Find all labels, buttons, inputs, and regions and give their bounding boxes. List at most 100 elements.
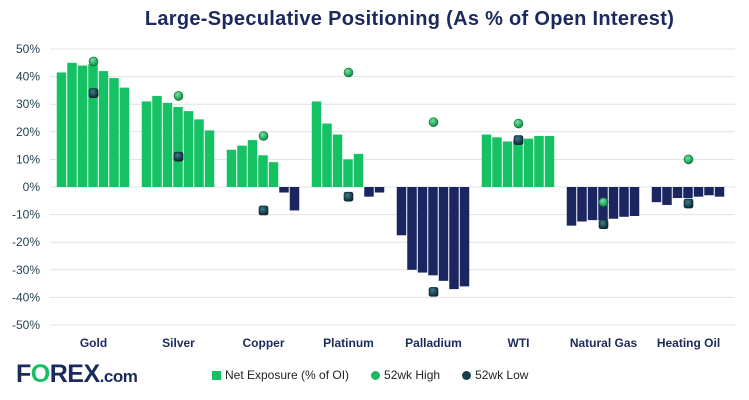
bar (226, 149, 237, 187)
bar (714, 187, 725, 197)
bar (481, 134, 492, 187)
marker-52wk-high (173, 91, 184, 101)
forex-logo: FOREX.com (16, 360, 138, 388)
bar (311, 101, 322, 187)
bar (544, 135, 555, 187)
y-tick-label: -50% (12, 318, 40, 332)
bar (438, 187, 449, 281)
bar (672, 187, 683, 199)
x-category-label: Palladium (405, 336, 462, 350)
bar (162, 102, 173, 187)
legend-item-high: 52wk High (371, 368, 440, 382)
bar (629, 187, 640, 216)
marker-52wk-high (88, 56, 99, 67)
y-tick-label: 50% (16, 42, 40, 56)
bar (183, 111, 194, 187)
y-tick-label: 0% (23, 180, 41, 194)
bar (194, 119, 204, 187)
bar (109, 77, 119, 187)
bar (428, 187, 438, 276)
bar (502, 141, 513, 187)
y-tick-label: -40% (12, 290, 40, 304)
legend-swatch (371, 370, 381, 380)
x-category-label: Gold (80, 336, 107, 350)
bar (364, 187, 374, 197)
bar (374, 187, 385, 193)
bar (237, 145, 247, 187)
legend-swatch (462, 370, 472, 380)
bar (417, 187, 428, 273)
chart-title: Large-Speculative Positioning (As % of O… (144, 8, 675, 30)
y-tick-label: 10% (16, 152, 40, 166)
bar (449, 187, 459, 290)
bar (98, 71, 109, 187)
bar (396, 187, 407, 236)
bar (577, 187, 587, 222)
bar (407, 187, 417, 270)
marker-52wk-low (173, 151, 184, 162)
bar (332, 134, 343, 187)
marker-52wk-high (598, 197, 609, 207)
marker-52wk-high (343, 67, 354, 78)
marker-52wk-high (258, 131, 269, 141)
x-category-label: Copper (243, 336, 285, 350)
bar (523, 138, 534, 187)
y-tick-label: 30% (16, 97, 40, 111)
marker-52wk-high (683, 154, 694, 165)
bar (693, 187, 704, 197)
y-tick-label: 40% (16, 70, 40, 84)
marker-52wk-low (258, 205, 269, 216)
legend: Net Exposure (% of OI) 52wk High 52wk Lo… (212, 368, 528, 382)
x-category-label: WTI (508, 336, 530, 350)
bar (67, 62, 77, 187)
bar (289, 187, 300, 211)
bar (683, 187, 693, 199)
bar (173, 106, 183, 187)
bar (662, 187, 672, 205)
x-category-label: Platinum (323, 336, 374, 350)
bar (492, 137, 502, 187)
bar (353, 153, 364, 187)
x-category-label: Natural Gas (570, 336, 638, 350)
legend-item-net: Net Exposure (% of OI) (212, 368, 349, 382)
marker-52wk-high (513, 118, 524, 129)
bar (279, 187, 289, 193)
bar (56, 72, 67, 187)
bar (619, 187, 629, 217)
bar (587, 187, 598, 221)
bar (204, 130, 215, 187)
marker-52wk-low (343, 191, 354, 202)
y-tick-label: -30% (12, 263, 40, 277)
marker-52wk-low (598, 219, 609, 230)
marker-52wk-low (428, 287, 439, 297)
marker-52wk-low (513, 135, 524, 145)
x-category-label: Silver (162, 336, 195, 350)
bar (704, 187, 714, 196)
bar (152, 95, 162, 187)
bar (119, 87, 130, 187)
y-tick-label: 20% (16, 125, 40, 139)
bar (534, 135, 544, 187)
bar (566, 187, 577, 226)
bar (343, 159, 353, 187)
marker-52wk-high (428, 117, 439, 127)
bar (322, 123, 332, 187)
bar (77, 65, 88, 187)
bar (88, 64, 98, 187)
bar (268, 162, 279, 187)
bar (651, 187, 662, 203)
x-category-label: Heating Oil (657, 336, 720, 350)
marker-52wk-low (88, 88, 99, 98)
bar (513, 140, 523, 187)
y-tick-label: -10% (12, 208, 40, 222)
bar (608, 187, 619, 219)
bar (247, 140, 258, 187)
bar (141, 101, 152, 187)
marker-52wk-low (683, 198, 694, 209)
bar (459, 187, 470, 287)
legend-swatch (212, 370, 221, 380)
legend-item-low: 52wk Low (462, 368, 528, 382)
bar (258, 155, 268, 187)
